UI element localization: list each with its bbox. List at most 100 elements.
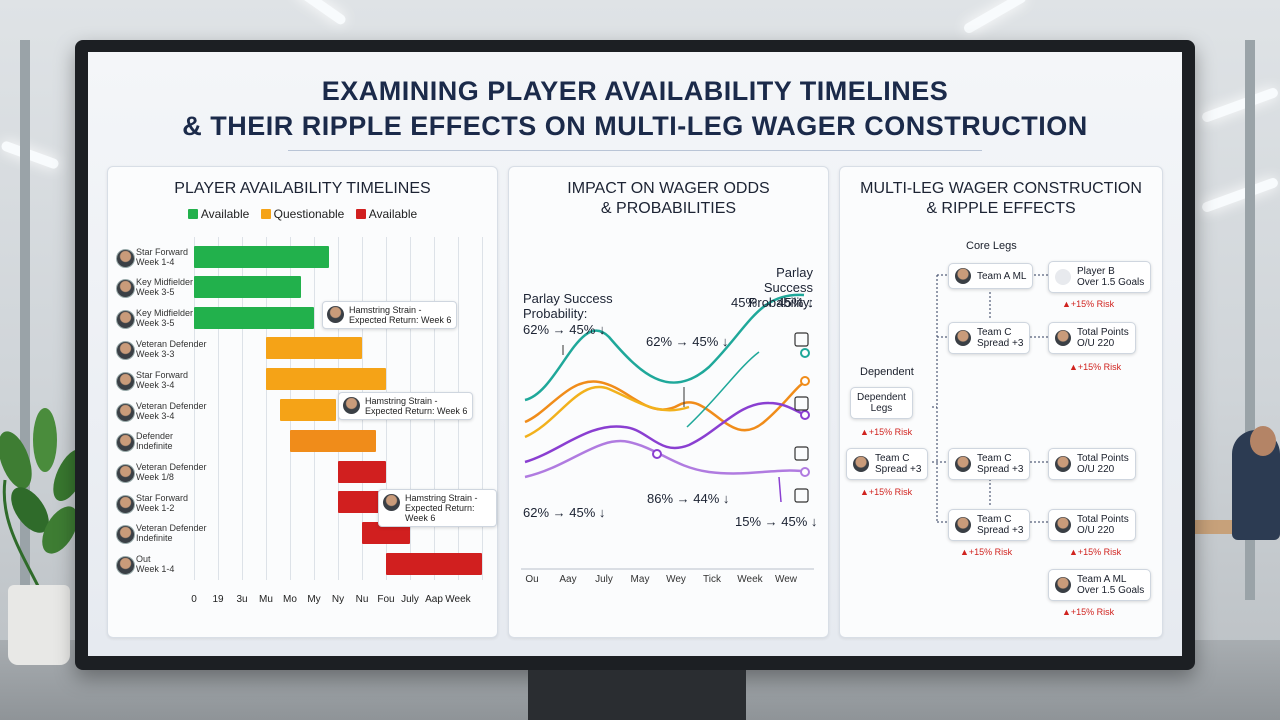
timeline-bar[interactable] [338, 491, 386, 513]
wager-node-team-c-3[interactable]: Team C Spread +3 [948, 509, 1031, 541]
wager-node-total-points-3[interactable]: Total Points O/U 220 [1048, 509, 1136, 541]
node-label: Total Points O/U 220 [1077, 327, 1129, 349]
wager-node-team-a-ml[interactable]: Team A ML [948, 263, 1034, 289]
page-title: EXAMINING PLAYER AVAILABILITY TIMELINES … [88, 74, 1182, 144]
x-tick: Ou [525, 574, 539, 585]
x-tick: Week [737, 574, 763, 585]
row-label: Key Midfielder Week 3-5 [136, 277, 194, 297]
wager-node-total-points[interactable]: Total Points O/U 220 [1048, 322, 1136, 354]
injury-callout[interactable]: Hamstring Strain - Expected Return: Week… [338, 392, 474, 420]
bottom-right-value: 15% → 45% ↓ [735, 514, 818, 529]
node-label: Player B Over 1.5 Goals [1077, 266, 1145, 288]
odds-panel-title-1: IMPACT ON WAGER ODDS [567, 180, 770, 197]
ceiling-light [1200, 86, 1280, 124]
risk-badge: ▲+15% Risk [1062, 299, 1115, 309]
node-label: Team C Spread +3 [875, 453, 922, 475]
row-label: Star Forward Week 3-4 [136, 370, 189, 390]
row-label: Out Week 1-4 [136, 554, 175, 574]
legend-label: Available [368, 207, 418, 221]
player-avatar [116, 341, 135, 360]
wager-node-total-points-2[interactable]: Total Points O/U 220 [1048, 448, 1136, 480]
wager-panel-title-2: & RIPPLE EFFECTS [926, 200, 1076, 217]
wager-odds-panel: IMPACT ON WAGER ODDS & PROBABILITIES [508, 166, 829, 638]
timeline-bar[interactable] [362, 522, 410, 544]
player-avatar [853, 456, 869, 472]
x-tick: Aap [425, 594, 443, 605]
player-avatar [1055, 456, 1071, 472]
player-avatar [955, 330, 971, 346]
timeline-bar[interactable] [386, 553, 482, 575]
wager-node-player-b[interactable]: Player B Over 1.5 Goals [1048, 261, 1152, 293]
node-label: Total Points O/U 220 [1077, 514, 1129, 536]
injury-callout[interactable]: Hamstring Strain - Expected Return: Week… [378, 489, 497, 527]
odds-panel-title-2: & PROBABILITIES [600, 200, 737, 217]
node-label: Team A ML [977, 270, 1027, 282]
timeline-bar[interactable] [194, 307, 314, 329]
row-label: Veteran Defender Week 3-4 [136, 401, 207, 421]
risk-badge: ▲+15% Risk [1069, 362, 1122, 372]
player-avatar [1055, 517, 1071, 533]
legend-swatch-green [187, 209, 198, 219]
ceiling-light [0, 140, 60, 170]
x-tick: 0 [191, 594, 197, 605]
player-avatar [955, 268, 971, 284]
player-avatar [955, 456, 971, 472]
ceiling-light [962, 0, 1028, 35]
x-tick: Mu [259, 594, 273, 605]
timeline-bar[interactable] [194, 276, 301, 298]
timeline-bar[interactable] [266, 337, 362, 359]
right-prob-value: 45% → 45% ↓ [731, 295, 814, 310]
ceiling-light [292, 0, 348, 27]
risk-badge: ▲+15% Risk [860, 487, 913, 497]
callout-avatar [383, 494, 400, 511]
timeline-panel-title: PLAYER AVAILABILITY TIMELINES [174, 180, 431, 197]
player-avatar [116, 464, 135, 483]
timeline-bar[interactable] [194, 246, 329, 268]
timeline-bar[interactable] [266, 368, 386, 390]
player-avatar [116, 403, 135, 422]
timeline-bar[interactable] [338, 461, 386, 483]
wager-node-team-c-2[interactable]: Team C Spread +3 [948, 448, 1031, 480]
legend-item-available: Available [187, 207, 250, 221]
x-tick: Tick [703, 574, 721, 585]
row-label: Veteran Defender Week 3-3 [136, 339, 207, 359]
person-head [1250, 426, 1276, 456]
player-avatar [1055, 269, 1071, 285]
risk-badge: ▲+15% Risk [1069, 547, 1122, 557]
dependent-label: Dependent [860, 366, 914, 378]
risk-badge: ▲+15% Risk [1062, 607, 1115, 617]
risk-badge: ▲+15% Risk [960, 547, 1013, 557]
legend-item-questionable: Questionable [260, 207, 345, 221]
wager-node-team-c-left[interactable]: Team C Spread +3 [846, 448, 929, 480]
dependent-legs-box[interactable]: Dependent Legs [850, 387, 913, 419]
x-tick: Fou [377, 594, 395, 605]
legend-label: Available [200, 207, 250, 221]
node-label: Team C Spread +3 [977, 514, 1024, 536]
x-tick: May [630, 574, 650, 585]
ceiling-light [1200, 176, 1280, 214]
row-label: Veteran Defender Week 1/8 [136, 462, 207, 482]
plant-pot [8, 585, 70, 665]
core-legs-label: Core Legs [966, 240, 1017, 252]
x-tick: My [307, 594, 321, 605]
injury-callout[interactable]: Hamstring Strain - Expected Return: Week… [322, 301, 458, 329]
wager-node-team-a-ml-2[interactable]: Team A ML Over 1.5 Goals [1048, 569, 1152, 601]
callout-text: Hamstring Strain - Expected Return: Week… [405, 493, 478, 523]
x-tick: Mo [283, 594, 297, 605]
window-frame [1245, 40, 1255, 600]
player-avatar [116, 495, 135, 514]
legend-item-out: Available [355, 207, 418, 221]
timeline-bar[interactable] [290, 430, 376, 452]
player-avatar [116, 372, 135, 391]
gridline [218, 237, 219, 580]
wager-node-team-c[interactable]: Team C Spread +3 [948, 322, 1031, 354]
callout-avatar [327, 306, 344, 323]
row-label: Defender Indefinite [136, 431, 174, 451]
row-label: Key Midfielder Week 3-5 [136, 308, 194, 328]
legend-label: Questionable [273, 207, 345, 221]
timeline-bar[interactable] [280, 399, 336, 421]
title-line-2: & THEIR RIPPLE EFFECTS ON MULTI-LEG WAGE… [182, 111, 1088, 141]
x-tick: Wew [774, 574, 798, 585]
x-tick: Ny [331, 594, 345, 605]
title-line-1: EXAMINING PLAYER AVAILABILITY TIMELINES [321, 76, 949, 106]
